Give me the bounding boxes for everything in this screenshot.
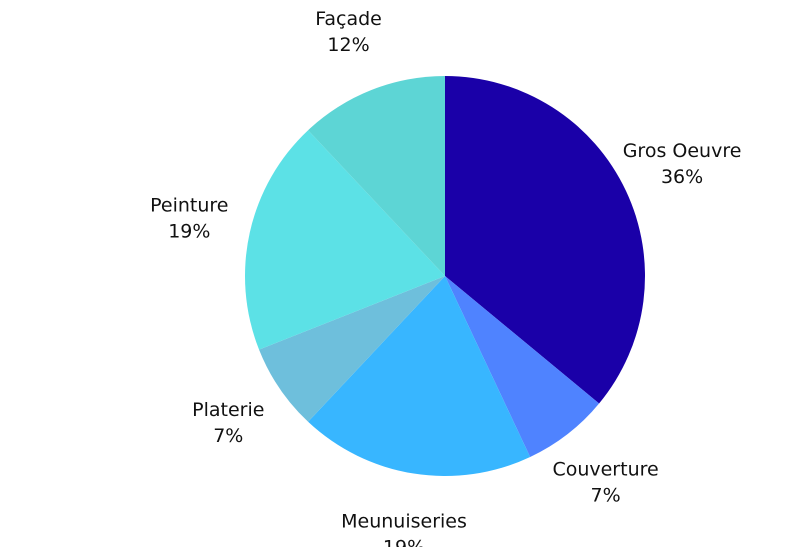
slice-label: Façade	[315, 8, 382, 30]
slice-value-label: 7%	[213, 425, 243, 447]
pie-slice	[308, 76, 445, 276]
slice-label: Gros Oeuvre	[623, 140, 742, 162]
slice-label: Couverture	[552, 459, 658, 481]
slice-label: Peinture	[150, 194, 228, 216]
pie-slice	[244, 130, 445, 350]
pie-slice	[308, 276, 531, 476]
slice-label: Meunuiseries	[341, 510, 467, 532]
slice-value-label: 36%	[661, 166, 703, 188]
pie-slice	[445, 276, 600, 457]
slice-label: Platerie	[192, 399, 264, 421]
pie-slice	[259, 276, 445, 422]
slice-value-label: 12%	[327, 34, 369, 56]
slice-value-label: 19%	[383, 536, 425, 547]
slice-value-label: 19%	[168, 220, 210, 242]
slice-value-label: 7%	[591, 485, 621, 507]
pie-slice	[445, 76, 645, 404]
